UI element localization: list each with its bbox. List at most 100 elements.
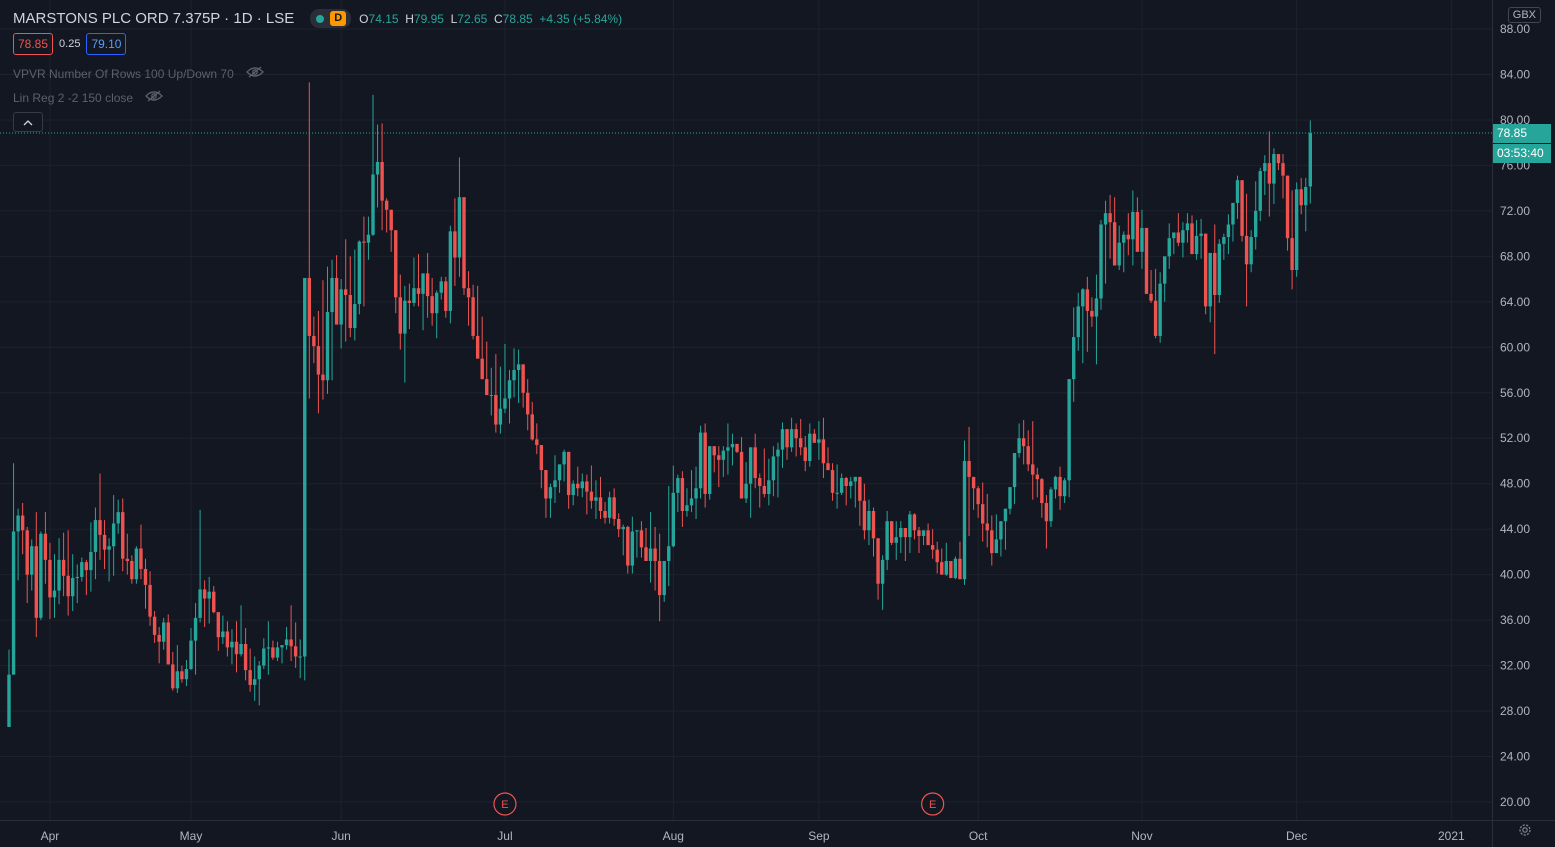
candle (389, 209, 393, 252)
earnings-marker-circle (921, 792, 945, 816)
candle (1267, 131, 1272, 217)
candle (899, 521, 903, 554)
bar-countdown-label: 03:53:40 (1493, 144, 1551, 163)
candle-body (644, 547, 648, 562)
candle (862, 483, 867, 540)
candle (1112, 197, 1117, 266)
market-status-pill[interactable]: D (310, 9, 352, 28)
candle-body (748, 447, 753, 484)
candle (207, 576, 211, 624)
candle (1258, 167, 1262, 222)
eye-hidden-icon[interactable] (145, 89, 163, 107)
candle-body (949, 561, 953, 579)
x-tick-label: Aug (663, 829, 684, 843)
candle-body (448, 231, 453, 311)
currency-label[interactable]: GBX (1507, 7, 1541, 23)
candle-body (61, 559, 66, 576)
candle (566, 451, 571, 509)
candle (430, 277, 434, 326)
candle (198, 509, 202, 623)
indicator-linreg[interactable]: Lin Reg 2 -2 150 close (13, 89, 163, 107)
candle (1099, 219, 1103, 310)
candle (498, 366, 503, 434)
candle-body (1040, 479, 1044, 504)
chevron-up-icon (23, 113, 33, 131)
candle (234, 621, 239, 673)
candle (262, 638, 266, 669)
candle-body (389, 209, 393, 231)
candle (1153, 268, 1158, 339)
candle (1272, 148, 1276, 205)
candle (1149, 269, 1153, 303)
candle-body (1072, 337, 1076, 380)
candle (776, 442, 780, 498)
earnings-marker[interactable]: E (921, 792, 945, 816)
y-tick-label: 44.00 (1500, 522, 1530, 536)
candle-body (175, 671, 180, 689)
gear-icon[interactable] (1517, 822, 1533, 843)
candle-body (589, 491, 594, 501)
buy-price-button[interactable]: 79.10 (86, 33, 127, 55)
earnings-marker[interactable]: E (493, 792, 517, 816)
candle (680, 471, 685, 527)
candle (243, 628, 248, 681)
candle-body (758, 478, 762, 486)
candle-body (489, 395, 493, 397)
candle (812, 429, 817, 443)
indicator-vpvr[interactable]: VPVR Number Of Rows 100 Up/Down 70 (13, 65, 264, 83)
candle-body (780, 429, 785, 450)
candle (139, 524, 143, 580)
collapse-legend-button[interactable] (13, 112, 43, 132)
candle (394, 230, 398, 314)
candle-body (7, 674, 11, 727)
grid-layer (0, 0, 1492, 820)
candle-body (789, 429, 794, 448)
candle-body (717, 455, 721, 460)
candle (598, 476, 603, 519)
candle-body (1194, 235, 1199, 255)
candle (607, 491, 612, 524)
candle (603, 501, 607, 524)
candle-body (562, 451, 566, 465)
sell-price-button[interactable]: 78.85 (13, 33, 54, 55)
candle-body (621, 526, 625, 530)
candle (157, 626, 161, 664)
candle (384, 198, 389, 233)
candle-body (976, 488, 980, 505)
candle-body (1217, 243, 1221, 296)
candle (107, 538, 111, 582)
candle-body (648, 548, 653, 562)
eye-hidden-icon[interactable] (245, 65, 264, 83)
candle-body (926, 530, 930, 546)
candle-body (1149, 293, 1153, 301)
candle (1131, 190, 1135, 266)
candle-body (221, 631, 225, 638)
candle-body (1226, 224, 1231, 238)
candle-body (225, 631, 230, 648)
candle-body (1144, 227, 1149, 294)
candle-body (394, 230, 398, 298)
candle-body (20, 515, 25, 531)
candle (1244, 193, 1249, 307)
candle-body (512, 370, 516, 381)
candle (321, 280, 325, 400)
last-price-label: 78.85 (1493, 124, 1551, 143)
x-tick-label: Jul (497, 829, 512, 843)
candle (230, 629, 234, 665)
candle-body (1090, 310, 1094, 317)
candle-body (80, 562, 84, 577)
candle-body (16, 515, 20, 532)
symbol-title[interactable]: MARSTONS PLC ORD 7.375P · 1D · LSE (13, 10, 295, 27)
candle-body (1153, 300, 1158, 336)
candle (871, 507, 876, 557)
x-tick-label: Jun (331, 829, 350, 843)
candle (421, 273, 425, 331)
candle-body (234, 641, 239, 655)
candle (657, 533, 662, 622)
candle (1021, 420, 1026, 465)
candle (425, 252, 430, 318)
candle-body (471, 297, 475, 336)
candle (1299, 177, 1303, 215)
candle-body (698, 432, 703, 489)
